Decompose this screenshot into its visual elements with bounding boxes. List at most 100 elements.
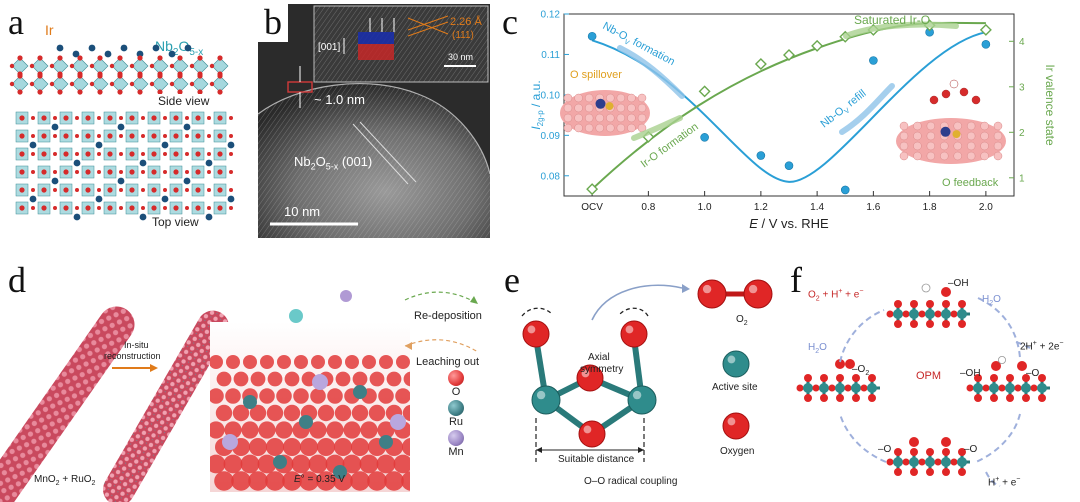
molecule-atom — [959, 87, 969, 97]
oxygen-atom — [31, 206, 35, 210]
surface-atom — [993, 131, 1003, 141]
oxygen-atom — [1022, 394, 1030, 402]
oxygen-atom — [163, 188, 167, 192]
oxygen-atom — [89, 81, 95, 87]
molecule-atom — [941, 89, 951, 99]
oxygen-atom — [369, 371, 385, 387]
oxygen-atom — [926, 468, 934, 476]
oxygen-atom — [163, 206, 167, 210]
oxygen-atom — [195, 169, 201, 175]
surface-atom — [563, 93, 573, 103]
oxygen-atom — [384, 471, 404, 491]
oxygen-atom — [163, 152, 167, 156]
oxygen-atom — [151, 151, 157, 157]
oxygen-atom — [894, 468, 902, 476]
oxygen-atom — [109, 63, 115, 69]
oxygen-atom — [141, 188, 145, 192]
ir-atom — [161, 195, 169, 203]
direction-label: [001] — [318, 42, 341, 53]
deposition-arrows — [289, 290, 479, 353]
oxygen-atom — [229, 170, 233, 174]
oxygen-atom — [163, 134, 167, 138]
ir-o-formation-label: Ir-O formation — [639, 121, 701, 171]
legend-swatch-o — [448, 370, 464, 386]
surface-atom — [616, 113, 626, 123]
oxygen-atom — [327, 388, 343, 404]
suitable-distance-label: Suitable distance — [558, 454, 635, 465]
o-right-label: –O — [1026, 368, 1040, 379]
oxygen-atom — [942, 448, 950, 456]
oxygen-atom — [376, 454, 396, 474]
oxygen-atom — [129, 187, 135, 193]
oxygen-atom — [107, 115, 113, 121]
ir-atom — [117, 177, 125, 185]
surface-atom — [637, 93, 647, 103]
ir-atom — [117, 123, 125, 131]
oxygen-atom — [75, 116, 79, 120]
oxygen-atom — [229, 188, 233, 192]
oxygen-atom — [19, 169, 25, 175]
panel-label-d: d — [8, 260, 26, 300]
oxygen-atom — [53, 116, 57, 120]
oxygen-atom — [69, 81, 75, 87]
oxygen-atom — [902, 310, 910, 318]
hydrogen-atom — [997, 356, 1006, 365]
oxygen-atom — [276, 388, 292, 404]
oxygen-atom — [185, 116, 189, 120]
oxygen-atom — [386, 371, 402, 387]
oxygen-atom — [275, 421, 293, 439]
ir-atom — [867, 383, 877, 393]
surface-atom — [627, 93, 636, 103]
oxygen-atom — [217, 187, 223, 193]
active-site-legend-highlight — [727, 355, 736, 364]
panel-label-a: a — [8, 2, 24, 42]
ir-atom — [139, 159, 147, 167]
nb-ov-formation-arrow — [617, 45, 685, 99]
oxygen-atom — [63, 151, 69, 157]
oxygen-atom — [229, 206, 233, 210]
oxygen-atom — [359, 454, 379, 474]
oxygen-atom — [19, 205, 25, 211]
oxygen-atom — [173, 151, 179, 157]
oxygen-atom — [53, 134, 57, 138]
adsorbate-oxygen — [1017, 361, 1027, 371]
oxygen-atom — [894, 300, 902, 308]
oxygen-atom — [63, 187, 69, 193]
oxygen-atom — [926, 320, 934, 328]
oxygen-atom — [163, 116, 167, 120]
oxygen-atom — [197, 89, 203, 95]
surface-atom — [940, 141, 949, 151]
oxygen-atom — [393, 454, 410, 474]
oxygen-atom — [207, 170, 211, 174]
oxygen-atom — [75, 152, 79, 156]
raman-point — [587, 31, 597, 41]
oxygen-atom — [75, 188, 79, 192]
surface-atom — [926, 121, 936, 131]
raman-valence-chart: OCV 0.8 1.0 1.2 1.4 1.6 1.8 2.0 0.08 0.09 0.10 0.11… — [529, 10, 1057, 232]
ir-atom — [139, 213, 147, 221]
panel-b: b [001] 2.26 Å (111) 30 nm ~ 1.0 nm Nb2O… — [258, 4, 490, 238]
oxygen-atom — [129, 133, 135, 139]
oxygen-atom — [886, 458, 894, 466]
oxygen-atom — [41, 187, 47, 193]
oxygen-atom — [41, 115, 47, 121]
adsorbate-oxygen — [991, 361, 1001, 371]
surface-atom — [563, 103, 573, 113]
ir-atom — [205, 159, 213, 167]
oxygen-atom — [277, 355, 291, 369]
oxygen-atom — [75, 206, 79, 210]
oxygen-atom — [942, 320, 950, 328]
oxygen-atom — [169, 81, 175, 87]
oxygen-atom — [334, 404, 352, 422]
oxygen-atom — [351, 404, 369, 422]
oxygen-atom — [902, 458, 910, 466]
adsorbate-oxygen — [941, 287, 951, 297]
oxygen-atom — [97, 188, 101, 192]
ir-atom — [73, 213, 81, 221]
ir-atom — [803, 383, 813, 393]
oxygen-atom — [137, 89, 143, 95]
leaching-out-label: Leaching out — [416, 356, 479, 368]
distance-arrowhead-left — [536, 447, 542, 453]
oxygen-atom — [31, 188, 35, 192]
oxygen-atom — [77, 89, 83, 95]
